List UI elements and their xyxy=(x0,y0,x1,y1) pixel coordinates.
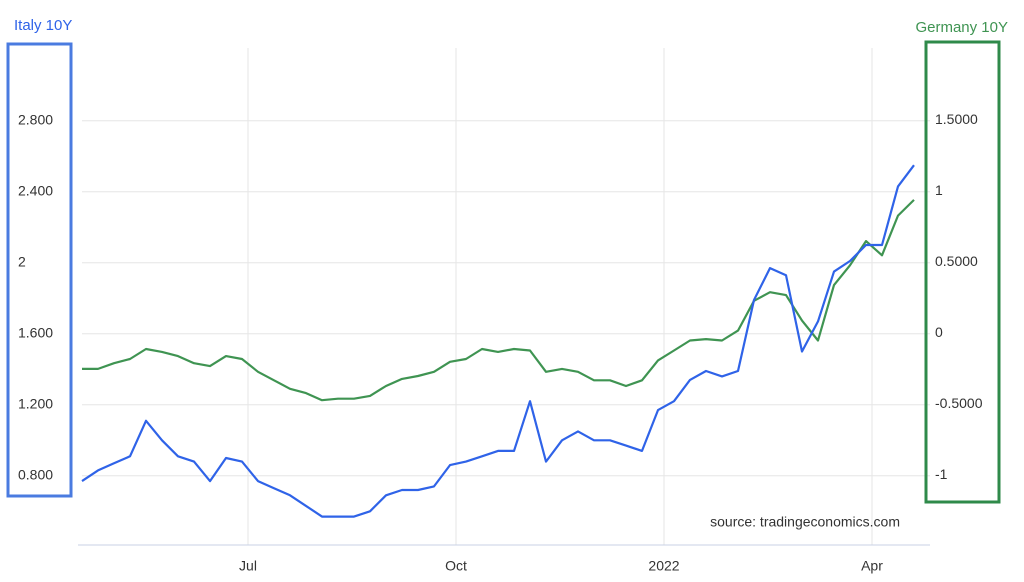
y-tick-label: 2.800 xyxy=(18,111,53,127)
y-tick-label: 1.200 xyxy=(18,395,53,411)
y-tick-label: 0.800 xyxy=(18,466,53,482)
series-line xyxy=(82,199,915,402)
left-axis-title: Italy 10Y xyxy=(14,17,72,34)
y2-tick-label: 0.5000 xyxy=(935,253,978,269)
y2-tick-label: 0 xyxy=(935,324,943,340)
y-tick-label: 1.600 xyxy=(18,324,53,340)
right-axis-box xyxy=(924,40,1001,504)
x-tick-label: Apr xyxy=(861,558,883,574)
y2-tick-label: -1 xyxy=(935,466,948,482)
y2-tick-label: 1 xyxy=(935,182,943,198)
y-tick-label: 2 xyxy=(18,253,26,269)
x-tick-label: Jul xyxy=(239,558,257,574)
y2-tick-label: -0.5000 xyxy=(935,395,983,411)
right-axis-title: Germany 10Y xyxy=(915,19,1008,36)
x-tick-label: Oct xyxy=(445,558,467,574)
y2-tick-label: 1.5000 xyxy=(935,111,978,127)
source-note: source: tradingeconomics.com xyxy=(710,514,900,530)
y-tick-label: 2.400 xyxy=(18,182,53,198)
left-axis-box xyxy=(6,42,73,498)
x-tick-label: 2022 xyxy=(648,558,679,574)
series-line xyxy=(81,164,915,518)
